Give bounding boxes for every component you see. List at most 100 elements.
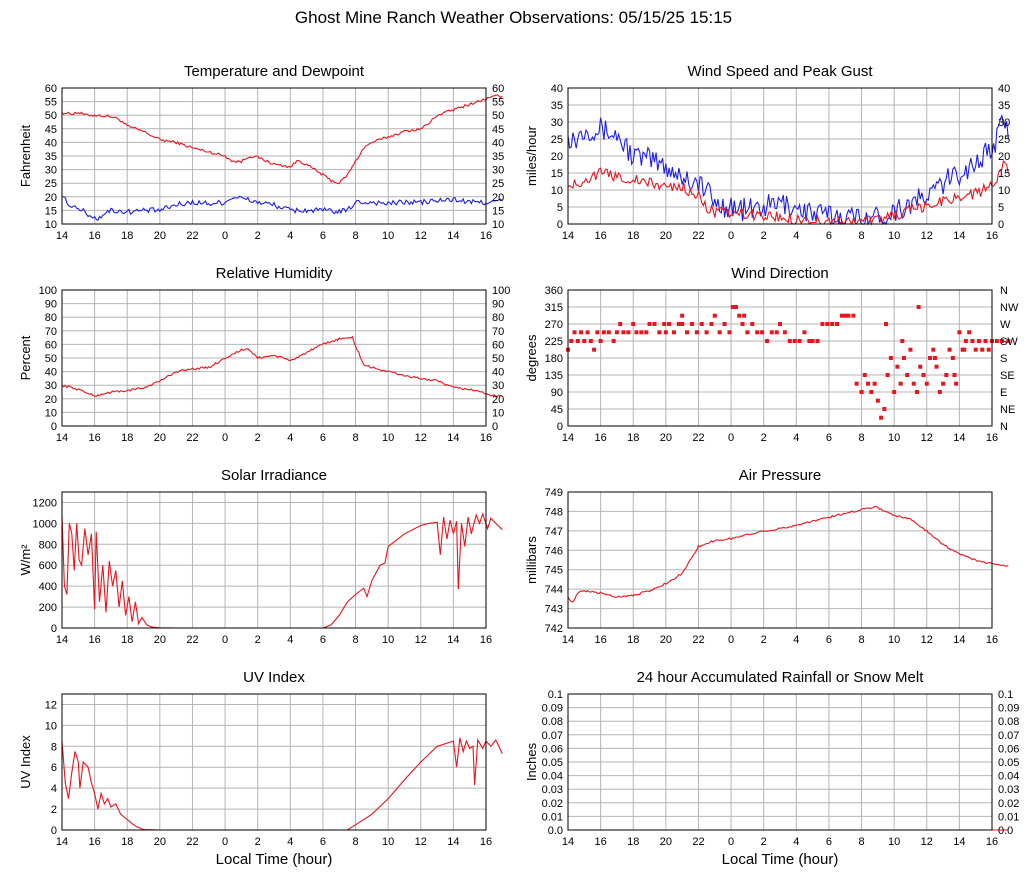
y-tick-label: 60 [45,339,57,351]
y-tick-label-right: 10 [492,407,504,419]
y-tick-label-right: 80 [492,312,504,324]
rain-chart: 24 hour Accumulated Rainfall or Snow Mel… [524,669,1019,848]
direction-point [980,347,985,352]
x-tick-label: 14 [953,230,965,242]
pressure-series-line [567,505,1009,603]
x-tick-label: 0 [222,432,228,444]
x-tick-label: 2 [255,836,261,848]
direction-point [807,339,812,343]
x-tick-label: 16 [986,634,998,646]
direction-point [750,322,755,326]
y-tick-label: 2 [51,804,57,816]
wind-series-line [567,159,1009,227]
wdir-plot-frame [567,289,993,427]
direction-point [797,339,802,343]
direction-point [699,322,704,326]
y-tick-label-right: 20 [492,192,504,204]
x-tick-label: 10 [888,634,900,646]
x-tick-label: 20 [154,836,166,848]
direction-point [730,305,735,309]
uv-title: UV Index [243,669,305,686]
direction-point [787,339,792,343]
x-tick-label: 14 [562,634,574,646]
y-tick-label: 40 [551,83,563,95]
y-tick-label-right: 0 [492,421,498,433]
y-tick-label-right: 0.03 [998,784,1019,796]
y-tick-label-right: 0 [998,219,1004,231]
direction-point [685,330,690,335]
rh-title: Relative Humidity [216,265,333,282]
direction-point [774,330,779,335]
direction-point [898,381,903,386]
x-tick-label: 20 [660,432,672,444]
direction-point [944,373,949,377]
direction-point [884,322,888,326]
direction-point [815,339,820,343]
direction-point [582,339,587,343]
x-tick-label: 4 [793,230,799,242]
y-tick-label: 40 [45,367,57,379]
y-tick-label: 0.03 [542,784,563,796]
x-axis-label: Local Time (hour) [216,851,333,868]
direction-point [905,373,910,377]
x-tick-label: 10 [382,432,394,444]
y-tick-label: 35 [45,151,57,163]
y-tick-label: 744 [545,584,563,596]
temp-y-axis-label: Fahrenheit [18,125,33,188]
direction-point [882,407,887,411]
direction-point [825,322,830,326]
direction-point [854,381,859,386]
compass-label: SE [1000,370,1015,382]
direction-point [694,330,699,335]
uv-chart: UV Index 14 16 18 20 22 0 2 4 6 8 10 12 14 16 0 2 4 6 8 10 12… [18,669,503,848]
direction-point [592,347,597,352]
direction-point [569,339,574,343]
direction-point [892,390,897,394]
x-tick-label: 0 [728,432,734,444]
direction-point [916,305,921,309]
x-tick-label: 14 [56,432,68,444]
y-tick-label: 1000 [33,518,57,530]
y-tick-label: 10 [45,407,57,419]
y-tick-label: 0.02 [542,798,563,810]
y-tick-label: 0.01 [542,811,563,823]
x-tick-label: 2 [761,836,767,848]
direction-point [657,330,662,335]
y-tick-label: 0.07 [542,730,563,742]
x-tick-label: 0 [728,230,734,242]
y-tick-label: 40 [45,137,57,149]
direction-point [733,305,738,309]
y-tick-label: 400 [39,581,57,593]
y-tick-label: 748 [545,506,563,518]
y-tick-label-right: 60 [492,339,504,351]
y-tick-label: 45 [551,404,563,416]
x-tick-label: 6 [320,634,326,646]
x-tick-label: 6 [320,230,326,242]
direction-point [717,330,722,335]
x-tick-label: 10 [888,230,900,242]
y-tick-label: 315 [545,302,563,314]
direction-point [585,330,590,335]
x-tick-label: 0 [728,634,734,646]
direction-point [888,356,893,360]
rain-y-axis-label: Inches [524,742,539,781]
x-tick-label: 16 [480,230,492,242]
x-tick-label: 16 [480,836,492,848]
y-tick-label: 35 [551,100,563,112]
pressure-y-axis-label: millibars [524,536,539,584]
y-tick-label: 100 [39,285,57,297]
x-tick-label: 18 [627,432,639,444]
direction-point [647,322,652,326]
direction-point [595,330,600,335]
y-tick-label-right: 40 [492,137,504,149]
y-tick-label-right: 0.08 [998,716,1019,728]
pressure-title: Air Pressure [739,467,822,484]
x-tick-label: 2 [761,432,767,444]
x-tick-label: 2 [255,634,261,646]
y-tick-label: 20 [45,394,57,406]
x-tick-label: 20 [660,836,672,848]
x-tick-label: 18 [627,634,639,646]
direction-point [782,330,787,335]
temp-series-line [61,94,503,185]
direction-point [986,347,991,352]
